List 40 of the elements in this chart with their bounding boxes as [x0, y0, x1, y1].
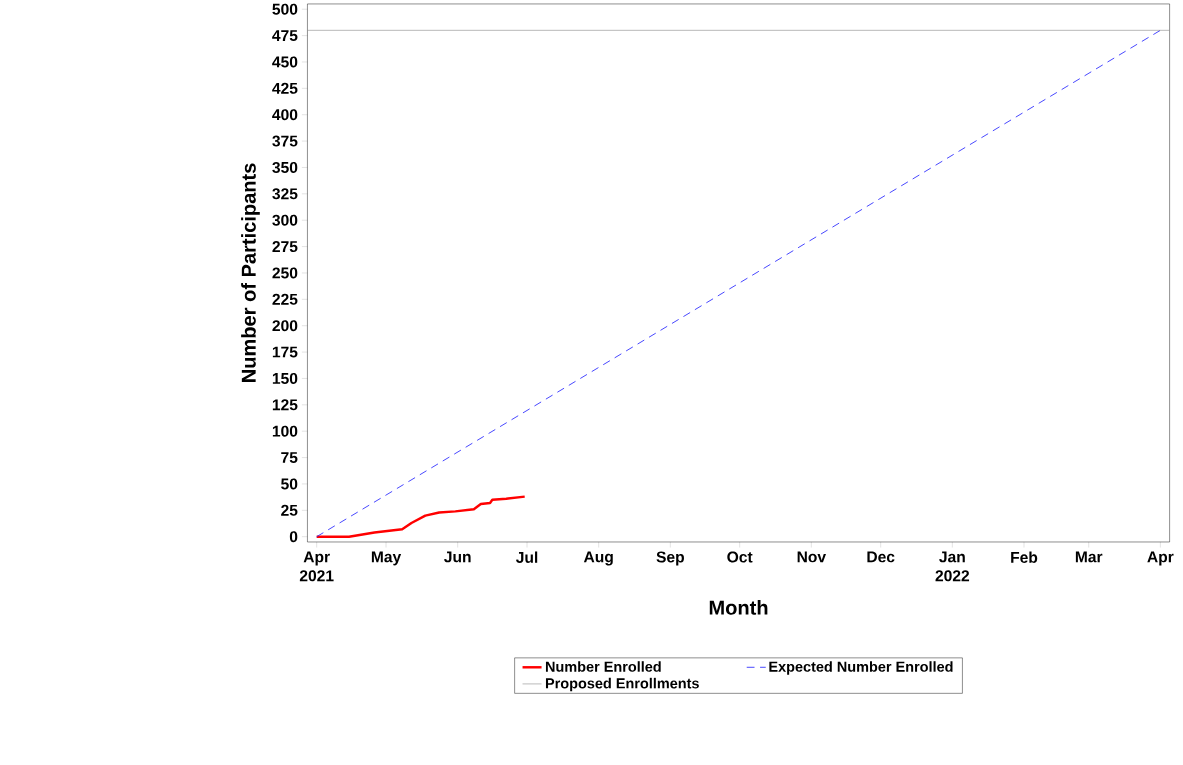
- y-tick-label: 400: [272, 109, 298, 121]
- y-tick-label: 500: [272, 3, 298, 15]
- y-tick-label: 225: [272, 294, 298, 306]
- legend-label: Proposed Enrollments: [545, 678, 699, 692]
- x-axis-title: Month: [709, 600, 768, 616]
- x-tick-label: May: [371, 551, 402, 566]
- x-tick-label: Apr: [1147, 551, 1174, 566]
- legend-label: Number Enrolled: [545, 661, 661, 673]
- y-tick-label: 250: [272, 267, 298, 279]
- y-tick-label: 0: [289, 531, 298, 543]
- y-tick-label: 75: [281, 452, 298, 464]
- x-tick-label: Dec: [867, 551, 895, 563]
- x-tick-label: Nov: [797, 551, 826, 563]
- y-tick-label: 175: [272, 346, 298, 358]
- legend-label: Expected Number Enrolled: [769, 661, 953, 675]
- y-tick-label: 425: [272, 83, 298, 95]
- x-tick-label: Jan 2022: [935, 551, 970, 582]
- y-tick-label: 150: [272, 373, 298, 385]
- y-tick-label: 475: [272, 30, 298, 42]
- x-tick-label: Feb: [1011, 551, 1038, 564]
- y-tick-label: 25: [281, 505, 298, 517]
- y-axis-title: Number of Participants: [241, 163, 260, 383]
- y-tick-label: 125: [272, 399, 298, 411]
- y-tick-label: 50: [281, 478, 298, 490]
- y-tick-label: 200: [272, 320, 298, 332]
- x-tick-label: Sep: [656, 551, 684, 566]
- y-tick-label: 300: [272, 214, 298, 226]
- x-tick-label: Oct: [727, 551, 753, 563]
- y-tick-label: 325: [272, 188, 298, 200]
- y-tick-label: 350: [272, 162, 298, 174]
- x-tick-label: Aug: [583, 551, 613, 566]
- x-tick-label: Jul: [516, 551, 538, 564]
- x-tick-label: Apr 2021: [299, 551, 334, 582]
- y-tick-label: 450: [272, 56, 298, 68]
- y-tick-label: 375: [272, 135, 298, 147]
- x-tick-label: Mar: [1075, 551, 1103, 563]
- y-tick-label: 275: [272, 241, 298, 253]
- y-tick-label: 100: [272, 425, 298, 437]
- line-series: [315, 495, 526, 539]
- x-tick-label: Jun: [444, 551, 471, 563]
